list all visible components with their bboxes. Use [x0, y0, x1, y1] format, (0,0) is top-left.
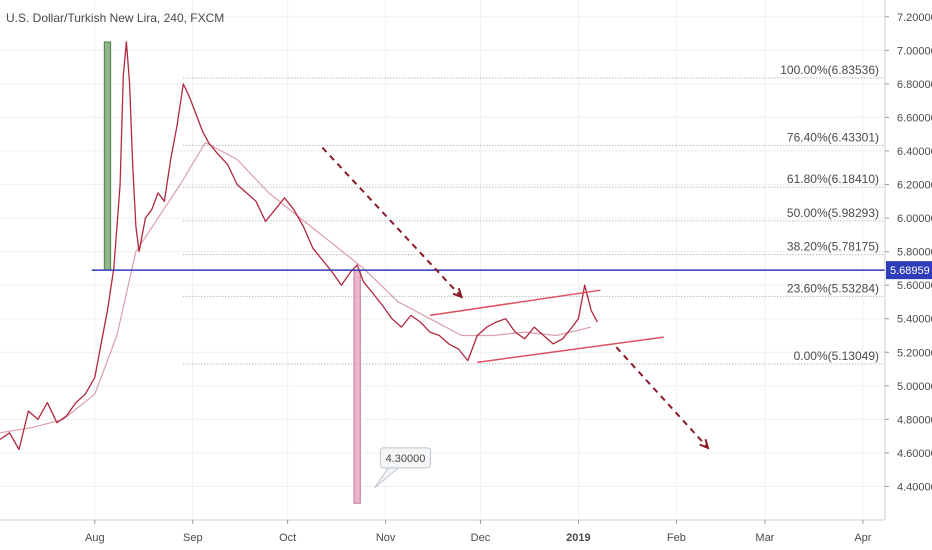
y-tick-label: 4.60000	[897, 448, 932, 460]
x-tick-label: Feb	[667, 532, 686, 544]
dashed-arrow-1[interactable]	[321, 146, 463, 298]
channel-upper-line[interactable]	[429, 289, 601, 317]
level-price-tag	[886, 261, 932, 280]
price-line	[0, 41, 598, 451]
y-tick-label: 5.20000	[897, 347, 932, 359]
grid	[0, 0, 885, 520]
callout-label: 4.30000	[386, 453, 426, 465]
chart-title: U.S. Dollar/Turkish New Lira, 240, FXCM	[6, 11, 224, 25]
y-tick-label: 6.20000	[897, 180, 932, 192]
y-tick-label: 6.80000	[897, 79, 932, 91]
fib-level-label: 0.00%(5.13049)	[794, 349, 879, 363]
y-tick-label: 5.80000	[897, 247, 932, 259]
time-axis: Aug Sep Oct Nov Dec 2019 Feb Mar Apr	[85, 520, 872, 544]
y-tick-label: 6.60000	[897, 112, 932, 124]
moving-average-line	[0, 142, 592, 434]
x-tick-label: Oct	[279, 532, 296, 544]
x-tick-label: Aug	[85, 532, 105, 544]
series-layer	[0, 41, 598, 451]
price-axis: 4.40000 4.60000 4.80000 5.00000 5.20000 5.400…	[885, 12, 932, 493]
dashed-arrow-2[interactable]	[615, 346, 709, 449]
drawings: 4.30000	[91, 146, 885, 489]
fib-level-label: 23.60%(5.53284)	[787, 281, 879, 295]
x-tick-label: Mar	[755, 532, 774, 544]
callout-box[interactable]	[379, 447, 431, 469]
fib-level-label: 38.20%(5.78175)	[787, 240, 879, 254]
y-tick-label: 6.40000	[897, 146, 932, 158]
x-tick-label: Sep	[183, 532, 203, 544]
x-tick-label: Dec	[471, 532, 491, 544]
time-axis-panel[interactable]	[0, 520, 932, 550]
fib-level-label: 61.80%(6.18410)	[787, 172, 879, 186]
price-axis-panel[interactable]	[885, 0, 932, 520]
y-tick-label: 7.00000	[897, 45, 932, 57]
y-tick-label: 4.80000	[897, 414, 932, 426]
y-tick-label: 5.00000	[897, 381, 932, 393]
level-price-label: 5.68959	[890, 265, 930, 277]
pink-highlight-bar[interactable]	[353, 269, 361, 504]
y-tick-label: 5.40000	[897, 314, 932, 326]
fib-level-label: 100.00%(6.83536)	[780, 63, 879, 77]
fib-level-label: 76.40%(6.43301)	[787, 130, 879, 144]
x-tick-label: Nov	[376, 532, 396, 544]
y-tick-label: 4.40000	[897, 481, 932, 493]
green-highlight-bar[interactable]	[103, 41, 112, 271]
x-tick-label: Apr	[854, 532, 871, 544]
y-tick-label: 7.20000	[897, 12, 932, 24]
arrow-head-1	[452, 288, 464, 299]
y-tick-label: 6.00000	[897, 213, 932, 225]
arrow-head-2	[699, 438, 710, 450]
x-tick-label: 2019	[566, 532, 590, 544]
fib-level-label: 50.00%(5.98293)	[787, 206, 879, 220]
channel-lower-line[interactable]	[477, 336, 664, 364]
y-tick-label: 5.60000	[897, 280, 932, 292]
fibonacci-retracement: 100.00%(6.83536) 76.40%(6.43301) 61.80%(6.…	[183, 63, 885, 365]
level-label: 5.68959	[886, 261, 932, 280]
